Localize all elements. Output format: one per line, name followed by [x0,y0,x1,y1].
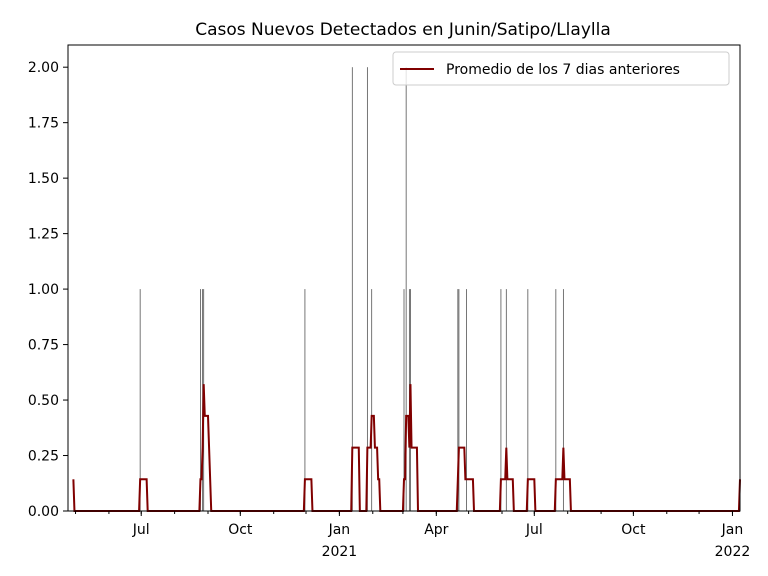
bar [139,289,141,511]
bar [366,67,368,511]
y-tick-label: 1.25 [28,227,59,243]
bar [371,289,373,511]
bar [458,289,460,511]
x-tick-year-label: 2022 [715,544,751,560]
y-tick-label: 0.00 [28,504,59,520]
y-tick-label: 1.50 [28,171,59,187]
bar [527,289,529,511]
bar [505,289,507,511]
x-tick-label: Oct [621,522,646,538]
x-tick-label: Jan [328,522,351,538]
y-tick-label: 0.75 [28,338,59,354]
bar [500,289,502,511]
x-tick-label: Oct [228,522,253,538]
bar [562,289,564,511]
x-tick-label: Jul [132,522,150,538]
bar [403,289,405,511]
bar [405,67,407,511]
y-tick-label: 1.00 [28,282,59,298]
bar [304,289,306,511]
y-axis: 0.00 0.25 0.50 0.75 1.00 1.25 1.50 1.75 2.00 [28,60,68,520]
x-tick-label: Apr [424,522,448,538]
legend: Promedio de los 7 dias anteriores [392,51,730,86]
x-tick-year-label: 2021 [322,544,358,560]
bar [351,67,353,511]
x-axis: Jul Oct Jan 2021 Apr Jul Oct Jan 2022 [75,511,751,560]
y-tick-label: 2.00 [28,60,59,76]
x-tick-label: Jul [525,522,543,538]
legend-label: Promedio de los 7 dias anteriores [446,62,680,78]
bar [466,289,467,511]
y-tick-label: 0.25 [28,449,59,465]
y-tick-label: 0.50 [28,393,59,409]
y-tick-label: 1.75 [28,116,59,132]
chart-title: Casos Nuevos Detectados en Junin/Satipo/… [195,20,611,40]
plot-frame [67,44,741,512]
bar [200,289,201,511]
legend-box [392,51,730,86]
x-tick-label: Jan [721,522,744,538]
bar [457,289,459,511]
bar [555,289,557,511]
